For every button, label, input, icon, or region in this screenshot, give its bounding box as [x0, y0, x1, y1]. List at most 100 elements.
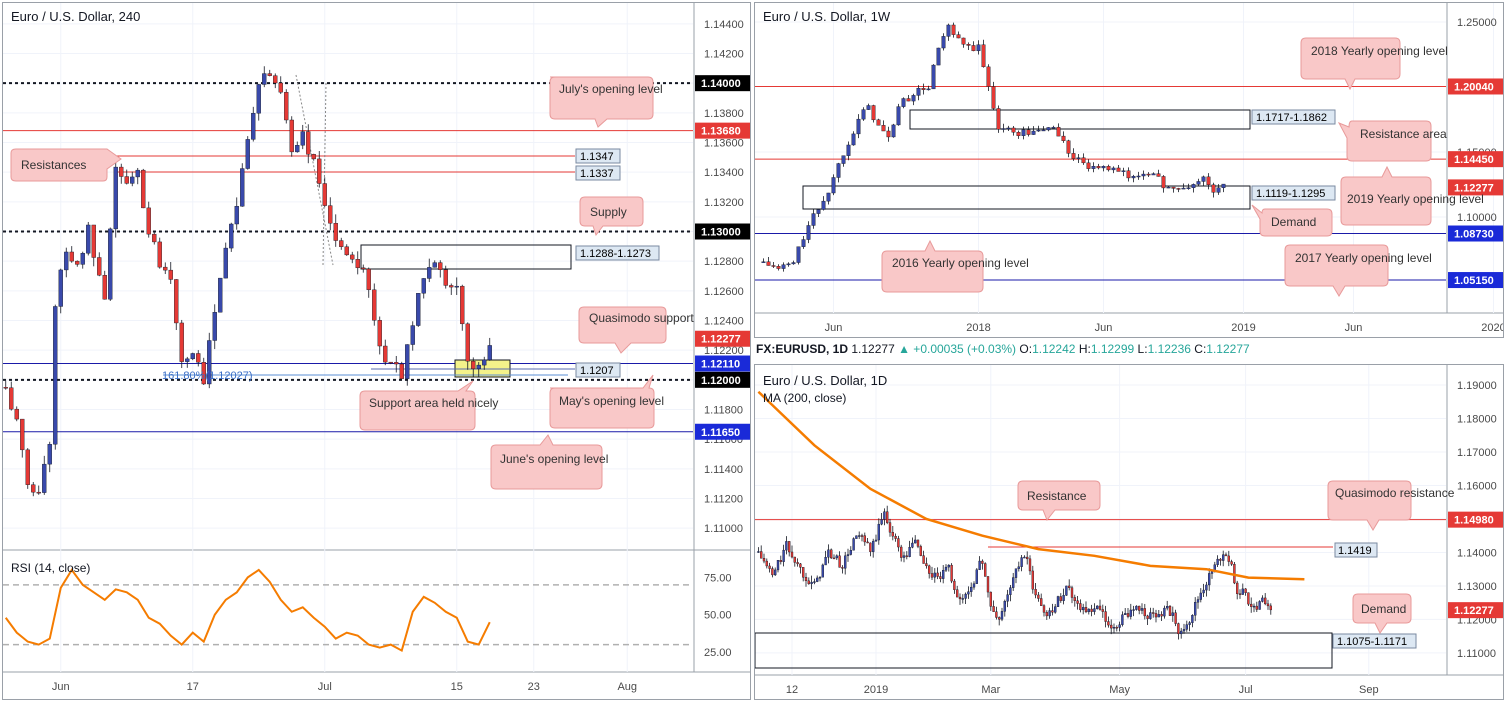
- h4-level-tag: [695, 355, 750, 372]
- w-candle-body: [976, 44, 981, 52]
- d-candle-body: [1026, 556, 1029, 560]
- weekly-chart-panel[interactable]: 1.250001.150001.100001.200401.144501.087…: [754, 2, 1504, 338]
- d-candle-body: [902, 555, 906, 558]
- w-callout-2016: 2016 Yearly opening level: [881, 239, 1029, 293]
- w-candle-body: [1066, 140, 1071, 154]
- weekly-chart-svg[interactable]: 1.250001.150001.100001.200401.144501.087…: [755, 3, 1504, 338]
- h4-chart-panel[interactable]: 1.14400 1.14200 1.14000 1.13800 1.13600 1.134…: [2, 2, 751, 700]
- h4-candle-body: [256, 84, 261, 114]
- d-x-tick-label: May: [1109, 684, 1130, 696]
- d-candle-body: [869, 542, 872, 552]
- w-x-tick-label: Jun: [825, 322, 843, 334]
- d-y-tick-label: 1.18000: [1457, 414, 1497, 426]
- d-candle-body: [832, 557, 836, 560]
- h4-candle-body: [119, 166, 124, 177]
- w-candle-body: [786, 263, 791, 266]
- d-candle-body: [849, 549, 852, 555]
- h4-tag-1347: 1.1347: [575, 148, 621, 164]
- d-callout-resistance: Resistance: [1017, 480, 1101, 521]
- h4-y-tick-label: 1.14400: [704, 19, 744, 31]
- d-y-tick-label: 1.13000: [1457, 581, 1497, 593]
- h4-y-tick-label: 1.13200: [704, 197, 744, 209]
- d-candle-body: [1199, 592, 1202, 600]
- callout-july-opening: July's opening level: [549, 76, 663, 128]
- w-candle-body: [1141, 173, 1146, 177]
- w-candle-body: [1186, 187, 1191, 189]
- d-candle-body: [804, 577, 808, 582]
- svg-text:2017 Yearly opening level: 2017 Yearly opening level: [1295, 251, 1432, 265]
- d-current-price-tag: [1448, 602, 1503, 619]
- d-candle-body: [1118, 624, 1121, 628]
- w-chart-title: Euro / U.S. Dollar, 1W: [763, 9, 891, 24]
- h4-candle-body: [47, 444, 52, 465]
- d-candle-body: [838, 555, 841, 568]
- w-tag-zone-top: 1.1717-1.1862: [1251, 109, 1336, 125]
- svg-text:2018 Yearly opening level: 2018 Yearly opening level: [1311, 44, 1448, 58]
- d-candle-body: [1264, 597, 1267, 605]
- h4-candle-body: [366, 268, 371, 291]
- ticker-last: 1.12277: [851, 342, 895, 356]
- h4-candle-body: [278, 82, 283, 93]
- h4-candle-body: [273, 75, 278, 84]
- d-candle-body: [796, 562, 799, 565]
- svg-text:1.1717-1.1862: 1.1717-1.1862: [1256, 112, 1327, 124]
- d-candle-body: [888, 522, 892, 533]
- h4-level-tag-label: 1.13680: [701, 126, 741, 138]
- d-candle-body: [914, 539, 917, 544]
- svg-text:May's opening level: May's opening level: [559, 394, 664, 408]
- w-candle-body: [891, 124, 896, 138]
- ticker-low: 1.12236: [1147, 342, 1191, 356]
- d-candle-body: [1224, 554, 1228, 557]
- d-candle-body: [872, 540, 875, 552]
- h4-candle-body: [317, 158, 322, 184]
- h4-x-tick-label: 17: [187, 681, 199, 693]
- svg-text:1.1075-1.1171: 1.1075-1.1171: [1337, 636, 1407, 648]
- h4-y-tick-label: 1.11000: [704, 523, 743, 535]
- d-candle-body: [1076, 600, 1079, 604]
- h4-y-tick-label: 1.11200: [704, 494, 743, 506]
- h4-current-price-label: 1.12277: [701, 334, 741, 346]
- d-candle-body: [782, 549, 785, 562]
- d-candle-body: [1087, 608, 1090, 613]
- h4-candle-body: [416, 293, 421, 326]
- w-candle-body: [901, 98, 906, 107]
- h4-supply-zone: [360, 244, 572, 270]
- d-candle-body: [1065, 585, 1068, 596]
- callout-may-opening: May's opening level: [549, 374, 664, 429]
- h4-y-tick-label: 1.11400: [704, 464, 743, 476]
- h4-level-tag: [695, 371, 750, 388]
- w-x-tick-label: Jun: [1345, 322, 1363, 334]
- w-candle-body: [1196, 181, 1201, 185]
- w-candle-body: [1121, 170, 1126, 172]
- daily-chart-svg[interactable]: 1.190001.180001.170001.160001.150001.140…: [755, 365, 1504, 700]
- d-ma-200-line: [757, 390, 1305, 581]
- d-candle-body: [760, 551, 763, 559]
- h4-level-tag-label: 1.12110: [701, 359, 740, 371]
- d-candle-body: [1202, 589, 1205, 594]
- h4-candle-body: [322, 183, 327, 206]
- d-candle-body: [1090, 608, 1093, 612]
- d-candle-body: [1098, 605, 1102, 610]
- d-candle-body: [880, 519, 883, 525]
- h4-y-tick-label: 1.13600: [704, 138, 744, 150]
- w-candle-body: [1131, 175, 1136, 179]
- h4-x-tick-label: Jun: [52, 681, 70, 693]
- h4-y-tick-label: 1.14200: [704, 49, 744, 61]
- d-candle-body: [1014, 568, 1018, 578]
- h4-rsi-label: RSI (14, close): [11, 561, 90, 575]
- d-candle-body: [1227, 555, 1230, 562]
- d-candle-body: [1054, 606, 1057, 613]
- d-candle-body: [1020, 557, 1023, 567]
- d-candle-body: [846, 554, 850, 557]
- daily-chart-panel[interactable]: 1.190001.180001.170001.160001.150001.140…: [754, 364, 1504, 700]
- w-callout-demand: Demand: [1251, 204, 1333, 237]
- w-candle-body: [811, 213, 816, 226]
- h4-candle-body: [405, 344, 410, 379]
- d-candle-body: [1177, 623, 1180, 635]
- w-candle-body: [1086, 162, 1091, 169]
- d-level-tag-label: 1.14980: [1454, 515, 1494, 527]
- d-candle-body: [1171, 612, 1174, 616]
- w-candle-body: [1201, 176, 1206, 182]
- h4-chart-svg[interactable]: 1.14400 1.14200 1.14000 1.13800 1.13600 1.134…: [3, 3, 751, 700]
- svg-text:Support area held nicely: Support area held nicely: [369, 396, 498, 410]
